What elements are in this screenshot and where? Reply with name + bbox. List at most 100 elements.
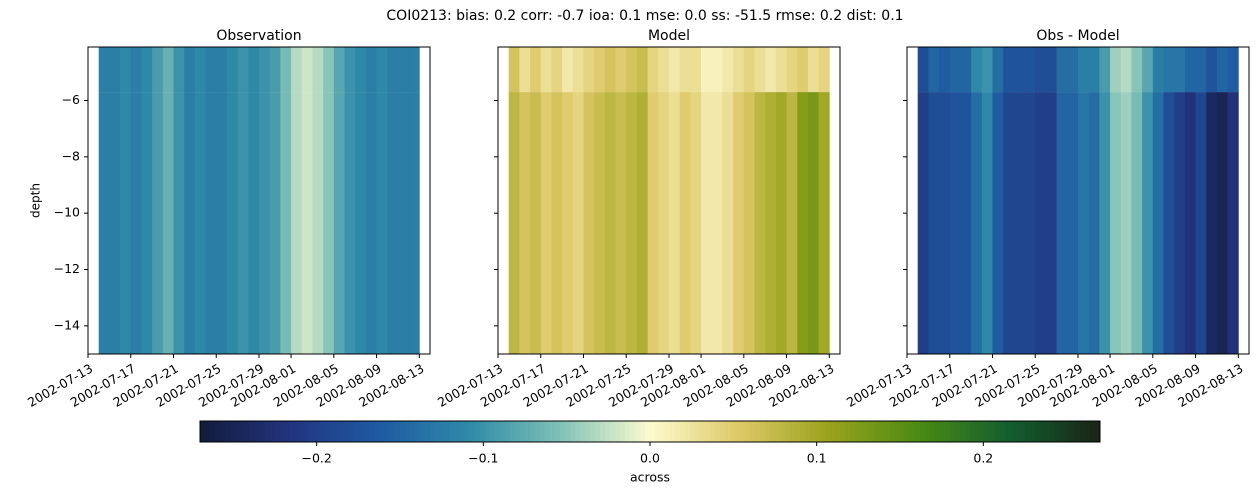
heatmap-cell — [949, 47, 961, 93]
colorbar-step — [1050, 421, 1056, 442]
heatmap-cell — [722, 92, 734, 355]
colorbar-tick-label: 0.2 — [973, 451, 993, 466]
colorbar-step — [315, 421, 321, 442]
heatmap-cell — [237, 47, 249, 93]
colorbar-step — [900, 421, 906, 442]
y-tick-label: −6 — [62, 92, 80, 107]
colorbar-step — [1045, 421, 1051, 442]
heatmap-cell — [162, 47, 174, 93]
colorbar-step — [1060, 421, 1066, 442]
colorbar-step — [1090, 421, 1096, 442]
colorbar-step — [695, 421, 701, 442]
heatmap-cell — [508, 47, 520, 93]
heatmap-cell — [626, 47, 638, 93]
colorbar-label: across — [630, 470, 670, 485]
heatmap-cell — [711, 92, 723, 355]
heatmap-cell — [530, 92, 542, 355]
colorbar-step — [305, 421, 311, 442]
heatmap-cell — [1110, 92, 1122, 355]
colorbar-step — [720, 421, 726, 442]
colorbar-step — [860, 421, 866, 442]
colorbar-step — [485, 421, 491, 442]
colorbar-step — [690, 421, 696, 442]
colorbar-step — [750, 421, 756, 442]
heatmap-cell — [604, 47, 616, 93]
figure-title: COI0213: bias: 0.2 corr: -0.7 ioa: 0.1 m… — [386, 8, 903, 24]
colorbar-step — [1030, 421, 1036, 442]
heatmap-cell — [669, 92, 681, 355]
colorbar-step — [870, 421, 876, 442]
heatmap-cell — [323, 92, 335, 355]
colorbar-step — [990, 421, 996, 442]
colorbar-step — [930, 421, 936, 442]
colorbar-step — [475, 421, 481, 442]
heatmap-cell — [1131, 92, 1143, 355]
heatmap-cell — [1216, 92, 1229, 355]
colorbar-step — [525, 421, 531, 442]
heatmap-cell — [365, 92, 377, 355]
colorbar-step — [530, 421, 536, 442]
heatmap-cell — [604, 92, 616, 355]
colorbar-step — [390, 421, 396, 442]
heatmap-cell — [269, 92, 281, 355]
heatmap-cell — [259, 47, 271, 93]
heatmap-cell — [551, 92, 563, 355]
colorbar-step — [810, 421, 816, 442]
heatmap-cell — [194, 92, 206, 355]
colorbar-step — [250, 421, 256, 442]
heatmap-cell — [109, 92, 121, 355]
colorbar-step — [655, 421, 661, 442]
heatmap-cell — [594, 47, 606, 93]
heatmap-cell — [765, 92, 777, 355]
colorbar-step — [600, 421, 606, 442]
colorbar-step — [1000, 421, 1006, 442]
colorbar-step — [775, 421, 781, 442]
colorbar-step — [885, 421, 891, 442]
heatmap-cell — [818, 92, 830, 355]
heatmap-cell — [669, 47, 681, 93]
heatmap-cell — [408, 92, 420, 355]
heatmap-cell — [173, 47, 185, 93]
colorbar-step — [875, 421, 881, 442]
heatmap-cell — [572, 47, 584, 93]
heatmap-cell — [376, 47, 388, 93]
colorbar-step — [365, 421, 371, 442]
heatmap-cell — [355, 92, 367, 355]
colorbar-tick-label: 0.1 — [807, 451, 827, 466]
colorbar-step — [590, 421, 596, 442]
heatmap-cell — [216, 47, 228, 93]
heatmap-cell — [1035, 92, 1047, 355]
heatmap-cell — [1013, 47, 1025, 93]
heatmap-cell — [1024, 92, 1036, 355]
heatmap-cell — [1227, 92, 1239, 355]
heatmap-cell — [551, 47, 563, 93]
colorbar-step — [375, 421, 381, 442]
colorbar-step — [945, 421, 951, 442]
colorbar-step — [1075, 421, 1081, 442]
heatmap-cell — [312, 92, 324, 355]
heatmap-cell — [928, 47, 940, 93]
heatmap-cell — [701, 47, 713, 93]
heatmap-cell — [355, 47, 367, 93]
colorbar-step — [385, 421, 391, 442]
heatmap-cell — [519, 92, 531, 355]
y-axis-label: depth — [29, 183, 43, 218]
colorbar-tick-label: −0.2 — [301, 451, 331, 466]
heatmap-cell — [971, 47, 983, 93]
axes-title: Obs - Model — [1036, 28, 1119, 44]
colorbar-step — [255, 421, 261, 442]
heatmap-cell — [1184, 92, 1196, 355]
heatmap-cell — [530, 47, 542, 93]
heatmap-cell — [397, 92, 410, 355]
colorbar-step — [970, 421, 976, 442]
heatmap-cell — [152, 47, 164, 93]
colorbar-step — [785, 421, 791, 442]
heatmap-cell — [572, 92, 584, 355]
heatmap-cell — [98, 92, 110, 355]
colorbar-step — [490, 421, 496, 442]
heatmap-cell — [269, 47, 281, 93]
colorbar-step — [1085, 421, 1091, 442]
colorbar-step — [595, 421, 601, 442]
colorbar-step — [275, 421, 281, 442]
heatmap-cell — [259, 92, 271, 355]
